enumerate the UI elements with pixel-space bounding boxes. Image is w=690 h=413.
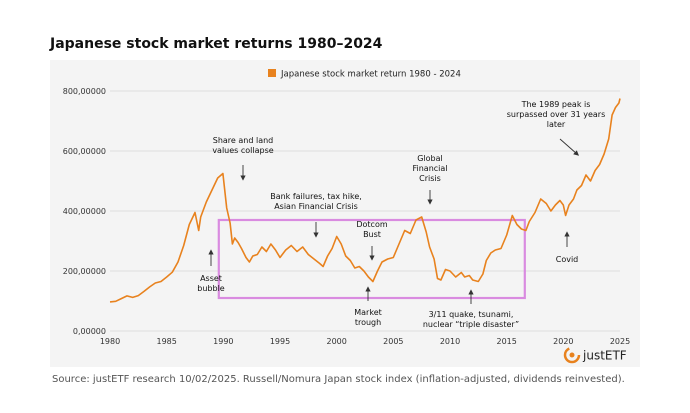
justetf-logo-icon (563, 346, 581, 364)
annotation-label: 3/11 quake, tsunami, nuclear “triple disa… (423, 310, 519, 329)
y-tick-label: 400,00000 (63, 207, 106, 216)
annotation-label: Asset bubble (197, 274, 225, 293)
chart-title: Japanese stock market returns 1980–2024 (50, 36, 383, 52)
legend-label: Japanese stock market return 1980 - 2024 (280, 70, 461, 80)
x-tick-label: 1995 (270, 337, 290, 346)
legend-swatch (268, 69, 276, 77)
x-tick-label: 2010 (440, 337, 460, 346)
annotation-label: Share and land values collapse (212, 136, 273, 155)
annotation-label: Market trough (354, 308, 382, 327)
x-tick-label: 2020 (553, 337, 573, 346)
series-line (109, 98, 621, 303)
annotation-label: Bank failures, tax hike, Asian Financial … (270, 192, 362, 211)
x-tick-label: 2025 (610, 337, 630, 346)
x-tick-label: 2005 (383, 337, 403, 346)
annotation-label: Global Financial Crisis (412, 154, 447, 183)
x-tick-label: 1990 (213, 337, 233, 346)
annotation-arrow (559, 138, 580, 156)
annotation-label: Dotcom Bust (356, 220, 387, 239)
highlight-box (217, 218, 526, 300)
y-tick-label: 600,00000 (63, 147, 106, 156)
y-tick-label: 800,00000 (63, 87, 106, 96)
x-tick-label: 2015 (496, 337, 516, 346)
annotation-label: Covid (556, 255, 579, 264)
justetf-logo-dot (569, 352, 575, 358)
brand-name: justETF (582, 349, 627, 363)
chart-panel (50, 60, 640, 367)
x-tick-label: 2000 (326, 337, 346, 346)
source-note: Source: justETF research 10/02/2025. Rus… (52, 374, 625, 385)
y-tick-label: 200,00000 (63, 267, 106, 276)
annotation-label: The 1989 peak is surpassed over 31 years l… (507, 100, 606, 129)
x-tick-label: 1980 (100, 337, 120, 346)
y-tick-label: 0,00000 (73, 327, 106, 336)
x-tick-label: 1985 (156, 337, 176, 346)
